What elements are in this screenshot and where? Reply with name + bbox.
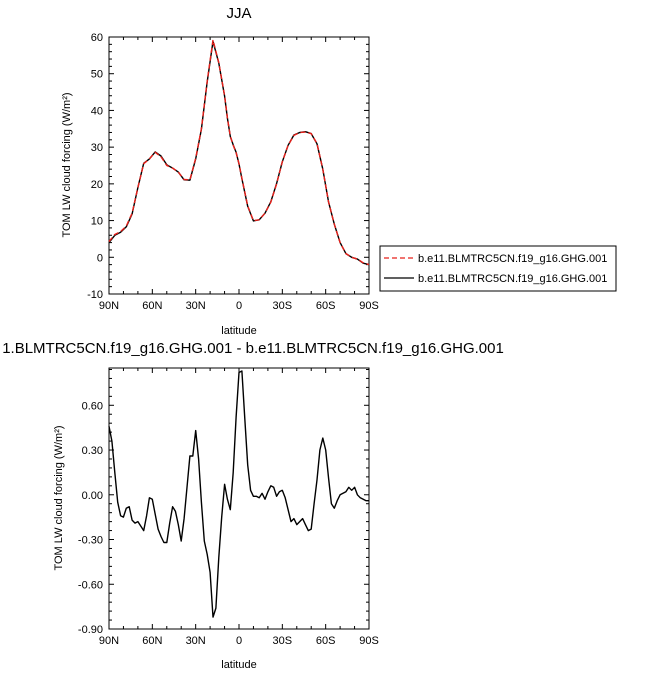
x-tick-label: 90N <box>99 635 119 647</box>
bottom-panel: 1.BLMTRC5CN.f19_g16.GHG.001 - b.e11.BLMT… <box>2 340 504 671</box>
y-tick-label: 0.00 <box>82 490 103 502</box>
x-tick-label: 60S <box>316 300 336 312</box>
top-x-axis-label: latitude <box>221 325 256 337</box>
bottom-y-axis-label: TOM LW cloud forcing (W/m²) <box>53 425 65 570</box>
x-tick-label: 30S <box>273 300 293 312</box>
y-tick-label: 0 <box>97 252 103 264</box>
top-panel: JJA 90N 60N 30N 0 30S 60S 90S-100102030405060 … <box>61 5 379 337</box>
x-tick-label: 90S <box>359 635 379 647</box>
x-tick-label: 0 <box>236 635 242 647</box>
series-line-1 <box>108 370 369 618</box>
legend-box <box>379 245 617 292</box>
bottom-plot-area: 90N 60N 30N 0 30S 60S 90S 0.60 0.30 0.00 -0.30 -0.6… <box>78 367 379 647</box>
series-line-2 <box>108 39 370 266</box>
x-tick-label: 30S <box>273 635 293 647</box>
legend: b.e11.BLMTRC5CN.f19_g16.GHG.001 b.e11.BL… <box>379 245 617 292</box>
y-tick-label: 60 <box>91 32 103 44</box>
legend-label-series-1: b.e11.BLMTRC5CN.f19_g16.GHG.001 <box>418 253 607 265</box>
bottom-chart-title: 1.BLMTRC5CN.f19_g16.GHG.001 - b.e11.BLMT… <box>2 340 504 357</box>
x-tick-label: 30N <box>186 635 206 647</box>
y-tick-label: 0.60 <box>82 400 103 412</box>
x-tick-label: 0 <box>236 300 242 312</box>
legend-label-series-2: b.e11.BLMTRC5CN.f19_g16.GHG.001 <box>418 273 607 285</box>
y-tick-label: 50 <box>91 69 103 81</box>
top-y-axis-label: TOM LW cloud forcing (W/m²) <box>61 92 73 237</box>
y-tick-label: 20 <box>91 179 103 191</box>
y-tick-label: 30 <box>91 142 103 154</box>
top-plot-area: 90N 60N 30N 0 30S 60S 90S -10 0 10 20 30 40 50 60 <box>87 32 379 312</box>
x-tick-label: 90S <box>359 300 379 312</box>
x-tick-label: 90N <box>99 300 119 312</box>
y-tick-label: -0.90 <box>78 624 103 636</box>
y-tick-label: 10 <box>91 216 103 228</box>
x-tick-label: 60S <box>316 635 336 647</box>
x-tick-label: 60N <box>142 635 162 647</box>
y-tick-label: -10 <box>87 289 103 301</box>
bottom-x-axis-label: latitude <box>221 659 256 671</box>
y-tick-label: 0.30 <box>82 445 103 457</box>
y-tick-label: -0.60 <box>78 579 103 591</box>
y-tick-label: -0.30 <box>78 535 103 547</box>
x-tick-label: 30N <box>186 300 206 312</box>
x-tick-label: 60N <box>142 300 162 312</box>
top-chart-title: JJA <box>226 5 251 22</box>
y-tick-label: 40 <box>91 105 103 117</box>
